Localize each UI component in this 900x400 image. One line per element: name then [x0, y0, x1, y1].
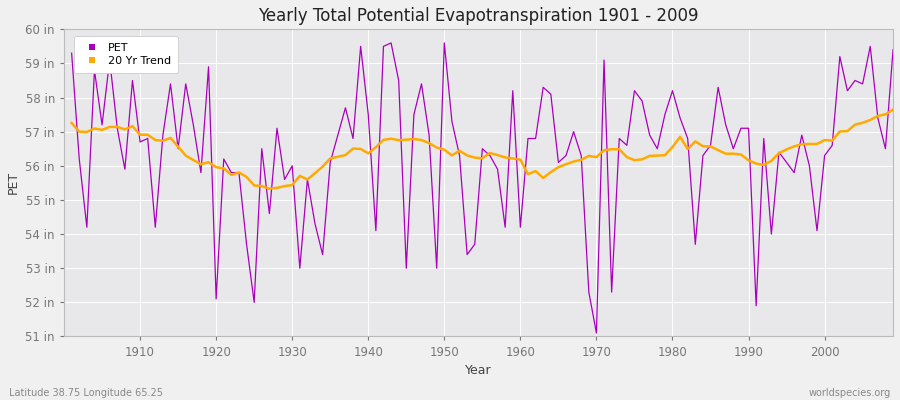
X-axis label: Year: Year [465, 364, 492, 377]
Text: worldspecies.org: worldspecies.org [809, 388, 891, 398]
Title: Yearly Total Potential Evapotranspiration 1901 - 2009: Yearly Total Potential Evapotranspiratio… [258, 7, 698, 25]
Y-axis label: PET: PET [7, 171, 20, 194]
Legend: PET, 20 Yr Trend: PET, 20 Yr Trend [74, 36, 178, 73]
Text: Latitude 38.75 Longitude 65.25: Latitude 38.75 Longitude 65.25 [9, 388, 163, 398]
